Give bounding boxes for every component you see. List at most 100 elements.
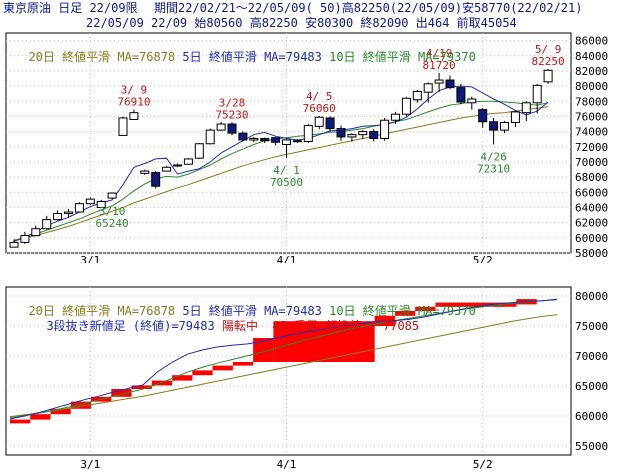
brick-info-label: 3段抜き新値足 (終値)=79483 (46, 319, 215, 333)
ma5-line (9, 298, 558, 420)
y-tick-label: 68000 (575, 171, 608, 184)
candle-body (456, 87, 466, 103)
candle-body (42, 219, 52, 230)
annotation-date: 3/10 (99, 205, 126, 218)
candle-body (391, 113, 400, 121)
candle-body (510, 111, 520, 124)
candle-body (336, 128, 346, 138)
candlestick-chart: 58000 60000 62000 64000 66000 68000 70000 72000… (5, 32, 608, 263)
y-tick-label: 64000 (575, 201, 608, 214)
candle-body (64, 211, 73, 215)
candle-body (380, 119, 390, 139)
candle-body (9, 241, 19, 248)
new-price-brick (30, 414, 51, 420)
candle-body (521, 102, 531, 114)
annotation-value: 76910 (117, 96, 150, 109)
new-price-brick (111, 389, 132, 397)
candle-body (227, 123, 237, 134)
annotation-date: 4/19 (426, 47, 453, 60)
y-tick-label: 58000 (575, 247, 608, 260)
annotation-value: 70500 (270, 176, 303, 189)
candle-body (183, 158, 193, 165)
y-tick-label: 76000 (575, 110, 608, 123)
candle-body (31, 228, 41, 237)
candle-body (489, 121, 499, 131)
candle-body (173, 164, 182, 167)
new-price-brick (50, 408, 71, 415)
new-price-brick (435, 302, 517, 307)
candle-body (500, 122, 509, 131)
candle-body (260, 137, 270, 142)
candle-body (347, 134, 357, 138)
candle-body (325, 117, 335, 130)
legend-ma5: 5日 終値平滑 MA=79483 (182, 50, 322, 64)
candle-body (543, 69, 553, 83)
header-line-2: 22/05/09 22/09 始80560 高82250 安80300 終820… (86, 16, 517, 30)
bottom-legend: 20日 終値平滑 MA=76878 5日 終値平滑 MA=79483 10日 終… (14, 290, 476, 318)
y-tick-label: 60000 (575, 410, 608, 423)
x-tick-label: 4/1 (277, 254, 297, 263)
candle-body (292, 140, 302, 143)
candle-body (205, 129, 215, 145)
y-tick-label: 84000 (575, 50, 608, 63)
annotation-value: 81720 (423, 59, 456, 72)
annotation-date: 4/ 1 (273, 164, 300, 177)
new-price-brick (10, 419, 31, 424)
new-price-brick (394, 311, 416, 316)
new-price-bar-chart: 55000 60000 65000 70000 75000 80000 3/1 4/1 5/2 (5, 286, 608, 471)
brick-info-state: 陽転中 (221, 319, 258, 333)
candle-body (216, 123, 226, 131)
legend-ma20: 20日 終値平滑 MA=76878 (28, 50, 176, 64)
candle-body (271, 137, 281, 143)
candle-body (151, 172, 161, 187)
candle-body (434, 79, 444, 84)
candle-body (129, 112, 139, 120)
candle-body (358, 131, 368, 136)
legend-ma10-bottom: 10日 終値平滑 MA=79370 (329, 304, 476, 318)
annotation-value: 82250 (532, 55, 565, 68)
y-tick-label: 62000 (575, 217, 608, 230)
y-tick-label: 74000 (575, 126, 608, 139)
candle-body (478, 109, 488, 123)
header-line-1: 東京原油 日足 22/09限 期間22/02/21～22/05/09( 50)高… (0, 1, 624, 16)
annotation-value: 72310 (477, 162, 510, 175)
annotation-date: 5/ 9 (535, 43, 562, 56)
x-tick-label: 5/2 (473, 254, 493, 263)
candle-body (107, 192, 117, 199)
x-tick-label: 3/1 (80, 254, 100, 263)
candle-body (314, 116, 324, 127)
annotation-value: 76060 (303, 102, 336, 115)
new-price-brick (273, 321, 375, 362)
y-tick-label: 65000 (575, 380, 608, 393)
legend-ma20-bottom: 20日 終値平滑 MA=76878 (28, 304, 176, 318)
annotation-value: 65240 (96, 217, 129, 230)
y-tick-label: 82000 (575, 65, 608, 78)
candle-body (194, 143, 204, 159)
candle-body (85, 198, 95, 205)
x-tick-label: 3/1 (80, 458, 100, 471)
candle-body (412, 90, 422, 101)
header-instrument: 東京原油 日足 22/09限 (3, 1, 138, 15)
y-tick-label: 60000 (575, 232, 608, 245)
x-tick-label: 5/2 (473, 458, 493, 471)
y-tick-label: 80000 (575, 80, 608, 93)
plot-frame (5, 286, 572, 456)
new-price-brick (70, 401, 92, 409)
candle-body (282, 139, 291, 146)
y-tick-label: 66000 (575, 186, 608, 199)
candle-body (238, 132, 248, 141)
y-tick-label: 86000 (575, 35, 608, 48)
y-tick-label: 72000 (575, 141, 608, 154)
candle-body (118, 117, 128, 136)
new-price-brick (253, 338, 274, 362)
y-tick-label: 80000 (575, 290, 608, 303)
legend-ma5-bottom: 5日 終値平滑 MA=79483 (182, 304, 322, 318)
candle-body (303, 125, 313, 142)
new-price-brick (232, 362, 254, 366)
annotation-date: 3/28 (219, 96, 246, 109)
annotation-value: 75230 (215, 108, 248, 121)
annotation-date: 4/26 (480, 150, 507, 163)
y-tick-label: 55000 (575, 440, 608, 453)
header-period: 期間22/02/21～22/05/09( 50)高82250(22/05/09)… (154, 1, 583, 15)
candle-body (140, 170, 150, 174)
